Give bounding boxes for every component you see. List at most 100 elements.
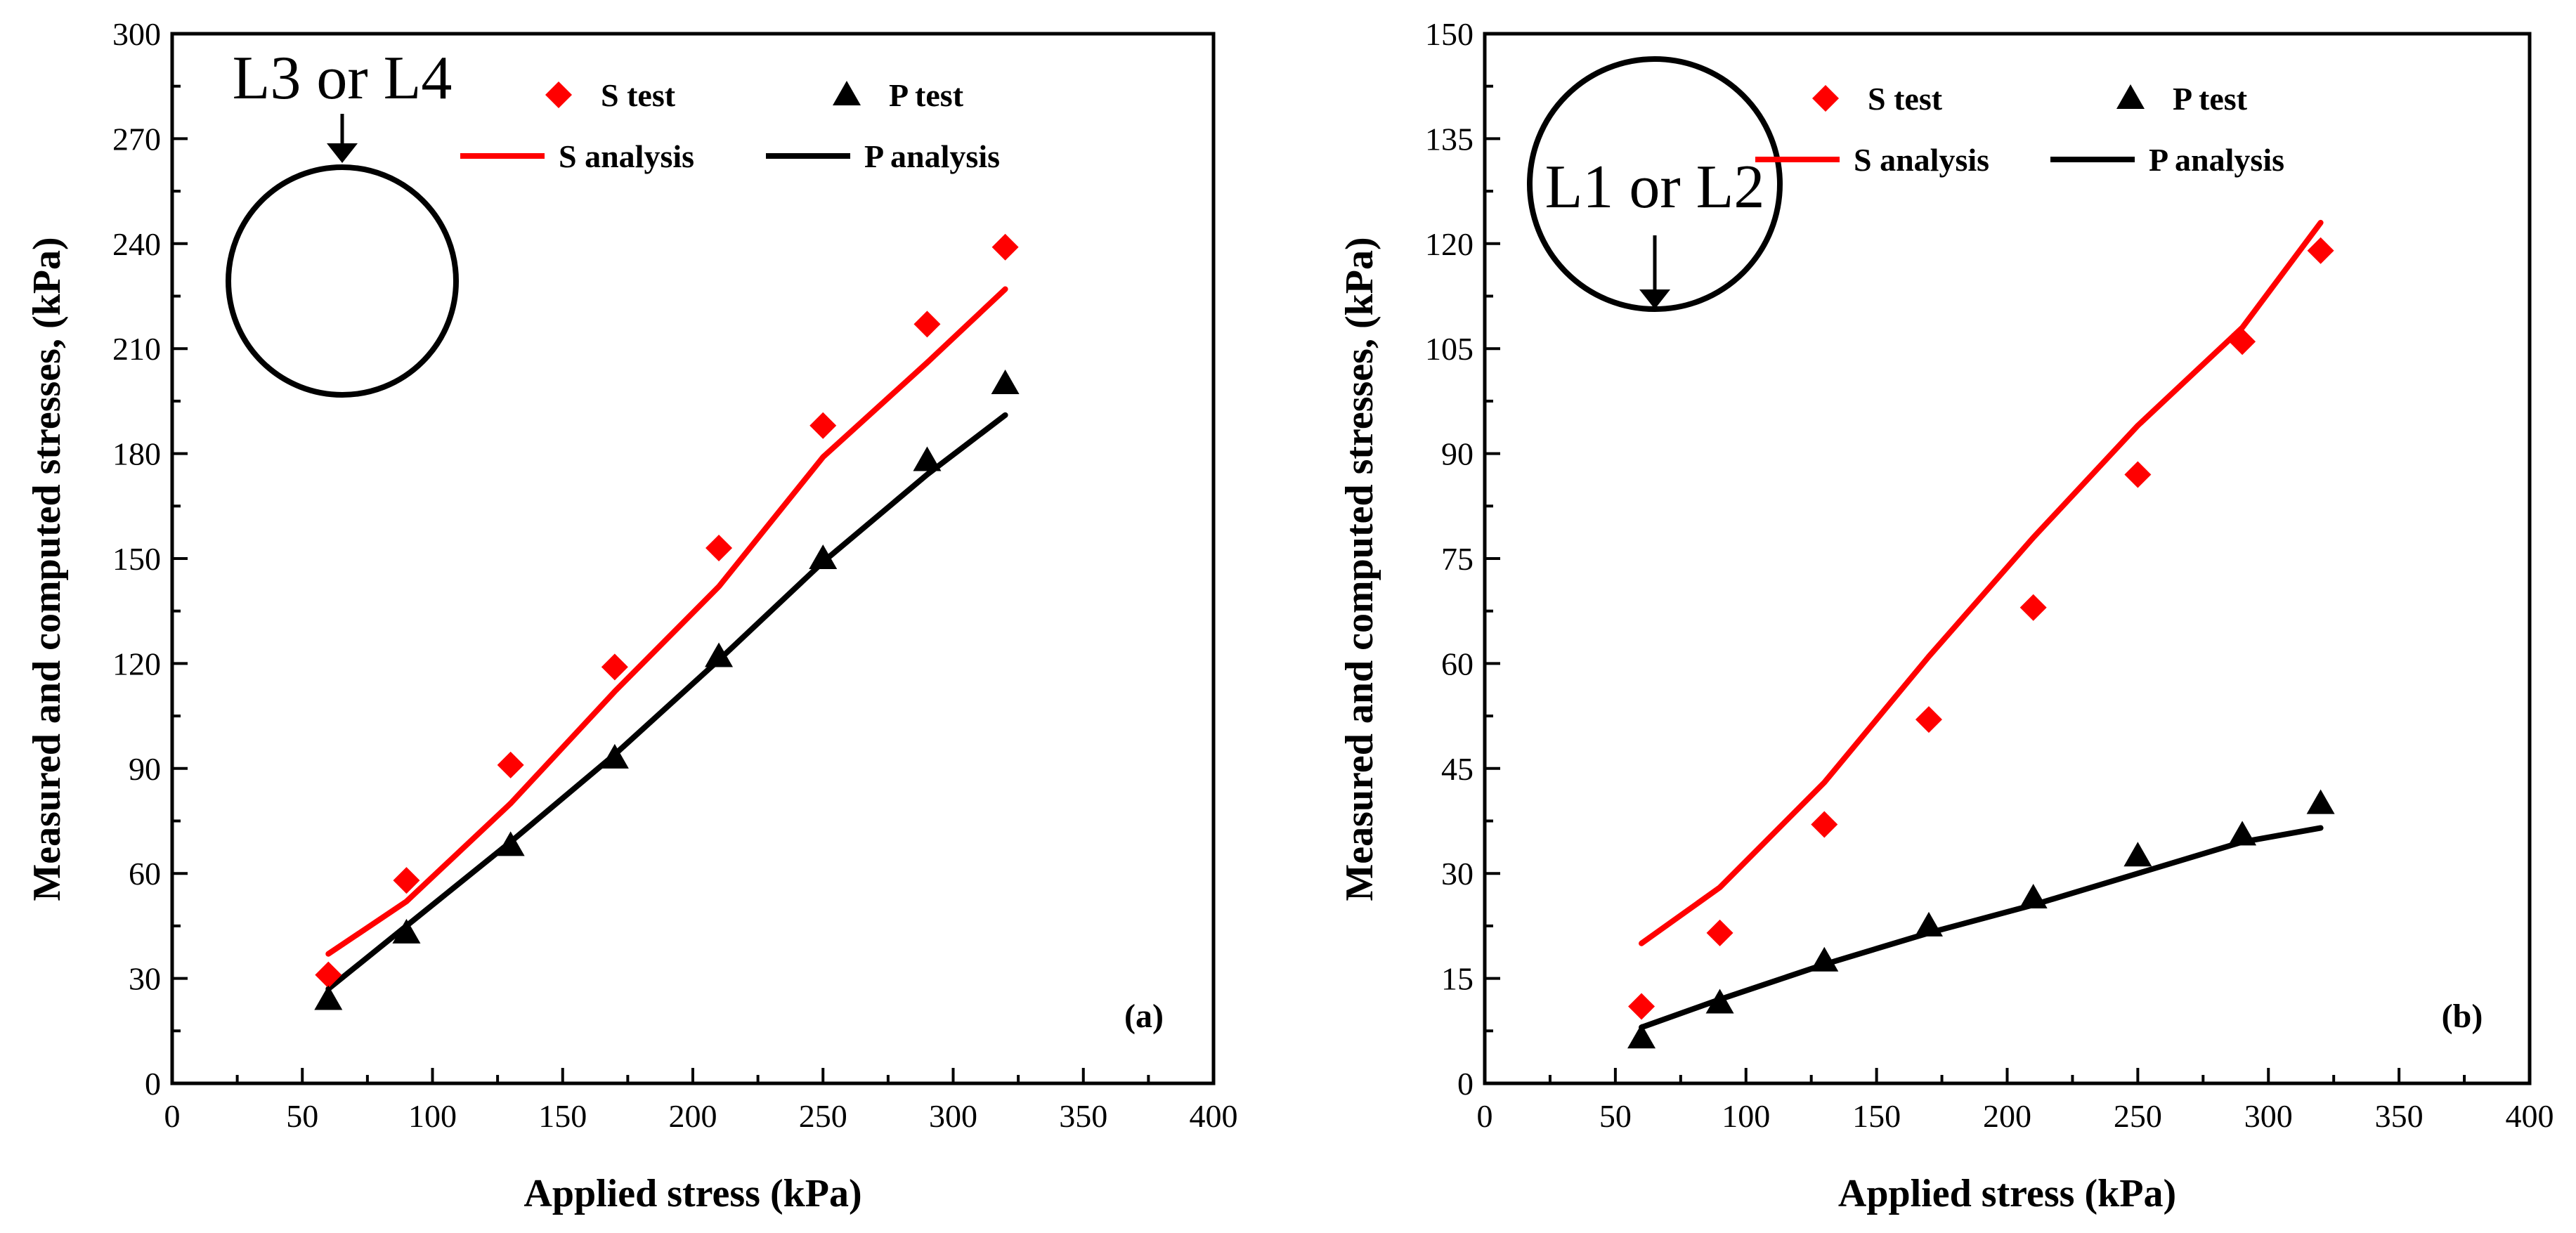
series-p-analysis (325, 412, 1008, 992)
x-tick-label: 300 (2244, 1098, 2293, 1134)
data-point (1810, 946, 1839, 972)
y-tick-label: 105 (1425, 331, 1474, 367)
legend-label: P test (2173, 81, 2248, 117)
x-tick-label: 100 (408, 1098, 457, 1134)
data-point (1811, 811, 1838, 838)
legend-label: P analysis (864, 138, 1000, 174)
legend: S test P test S analysis P analysis (1755, 81, 2284, 178)
x-tick-label: 400 (1190, 1098, 1238, 1134)
y-tick-label: 180 (112, 436, 161, 472)
x-tick-label: 300 (929, 1098, 977, 1134)
chart-panel-b: 0 50 100 150 200 250 300 350 400 0 15 30 45 60 75 90 105… (1338, 16, 2554, 1215)
y-tick-label: 30 (129, 961, 161, 997)
x-tick-label: 200 (669, 1098, 717, 1134)
data-point (1627, 1024, 1656, 1049)
y-tick-label: 120 (112, 646, 161, 681)
series-line (1639, 219, 2324, 946)
y-tick-label: 240 (112, 226, 161, 262)
x-tick-label: 400 (2506, 1098, 2554, 1134)
y-tick-label: 90 (129, 751, 161, 787)
data-point (2019, 594, 2047, 621)
data-point (2229, 328, 2256, 355)
chart-panel-a: 0 50 100 150 200 250 300 350 400 0 30 60 90 120 150 180… (25, 16, 1238, 1215)
y-tick-label: 15 (1441, 961, 1474, 997)
x-tick-label: 200 (1983, 1098, 2031, 1134)
data-point (497, 751, 524, 778)
legend-label: S analysis (559, 138, 694, 174)
y-axis-label: Measured and computed stresses, (kPa) (1338, 237, 1381, 901)
data-point (1914, 911, 1943, 937)
y-tick-label: 45 (1441, 751, 1474, 787)
y-tick-label: 150 (112, 541, 161, 577)
y-tick-label: 120 (1425, 226, 1474, 262)
inset-schematic: L3 or L4 (226, 44, 459, 398)
x-tick-label: 50 (286, 1098, 318, 1134)
data-point (2306, 789, 2335, 814)
legend-marker (545, 81, 572, 108)
y-tick-label: 60 (129, 856, 161, 892)
data-point (600, 743, 629, 769)
data-point (1705, 989, 1734, 1014)
x-tick-label: 50 (1599, 1098, 1632, 1134)
data-point (705, 642, 734, 667)
legend-marker (833, 81, 861, 105)
x-tick-label: 0 (164, 1098, 181, 1134)
data-point (393, 867, 420, 894)
y-tick-label: 0 (145, 1066, 161, 1102)
series-p-test-points (1627, 789, 2335, 1049)
x-tick-label: 150 (538, 1098, 587, 1134)
data-point (913, 446, 942, 471)
series-s-analysis (325, 286, 1008, 957)
y-tick-label: 135 (1425, 121, 1474, 157)
data-point (1915, 706, 1942, 733)
legend: S test P test S analysis P analysis (460, 77, 1000, 174)
legend-marker (2116, 84, 2145, 109)
x-axis-label: Applied stress (kPa) (523, 1172, 861, 1215)
data-point (705, 535, 733, 562)
load-arrow-head (1639, 289, 1670, 309)
y-tick-label: 0 (1457, 1066, 1474, 1102)
y-tick-label: 90 (1441, 436, 1474, 472)
series-line (325, 412, 1008, 992)
x-axis-label: Applied stress (kPa) (1838, 1172, 2176, 1215)
pipe-circle (226, 164, 459, 398)
legend-label: S test (601, 77, 676, 113)
data-point (2307, 237, 2334, 264)
x-tick-label: 250 (799, 1098, 847, 1134)
legend-label: P analysis (2149, 142, 2284, 178)
data-point (2124, 461, 2152, 488)
series-line (1639, 825, 2324, 1031)
y-tick-label: 210 (112, 331, 161, 367)
inset-schematic: L1 or L2 (1527, 56, 1783, 312)
data-point (315, 961, 342, 989)
x-tick-label: 350 (1059, 1098, 1107, 1134)
y-tick-label: 270 (112, 121, 161, 157)
data-point (991, 370, 1020, 394)
x-tick-label: 250 (2114, 1098, 2162, 1134)
x-tick-label: 150 (1852, 1098, 1901, 1134)
inset-label: L1 or L2 (1545, 153, 1765, 221)
panel-tag: (a) (1124, 998, 1164, 1035)
legend-label: S test (1868, 81, 1943, 117)
x-tick-label: 0 (1477, 1098, 1493, 1134)
x-tick-label: 100 (1722, 1098, 1770, 1134)
y-tick-label: 75 (1441, 541, 1474, 577)
y-tick-label: 30 (1441, 856, 1474, 892)
legend-marker (1812, 85, 1839, 112)
legend-label: P test (889, 77, 964, 113)
data-point (314, 985, 343, 1010)
data-point (601, 653, 628, 681)
y-tick-label: 150 (1425, 16, 1474, 52)
data-point (809, 412, 837, 439)
series-s-test-points (1628, 237, 2334, 1020)
series-p-test-points (314, 370, 1020, 1010)
data-point (496, 831, 525, 856)
y-axis-label: Measured and computed stresses, (kPa) (25, 237, 69, 901)
data-point (1628, 993, 1655, 1020)
series-s-analysis (1639, 219, 2324, 946)
y-tick-label: 60 (1441, 646, 1474, 681)
data-point (809, 544, 838, 569)
series-line (325, 286, 1008, 957)
data-point (991, 233, 1019, 261)
